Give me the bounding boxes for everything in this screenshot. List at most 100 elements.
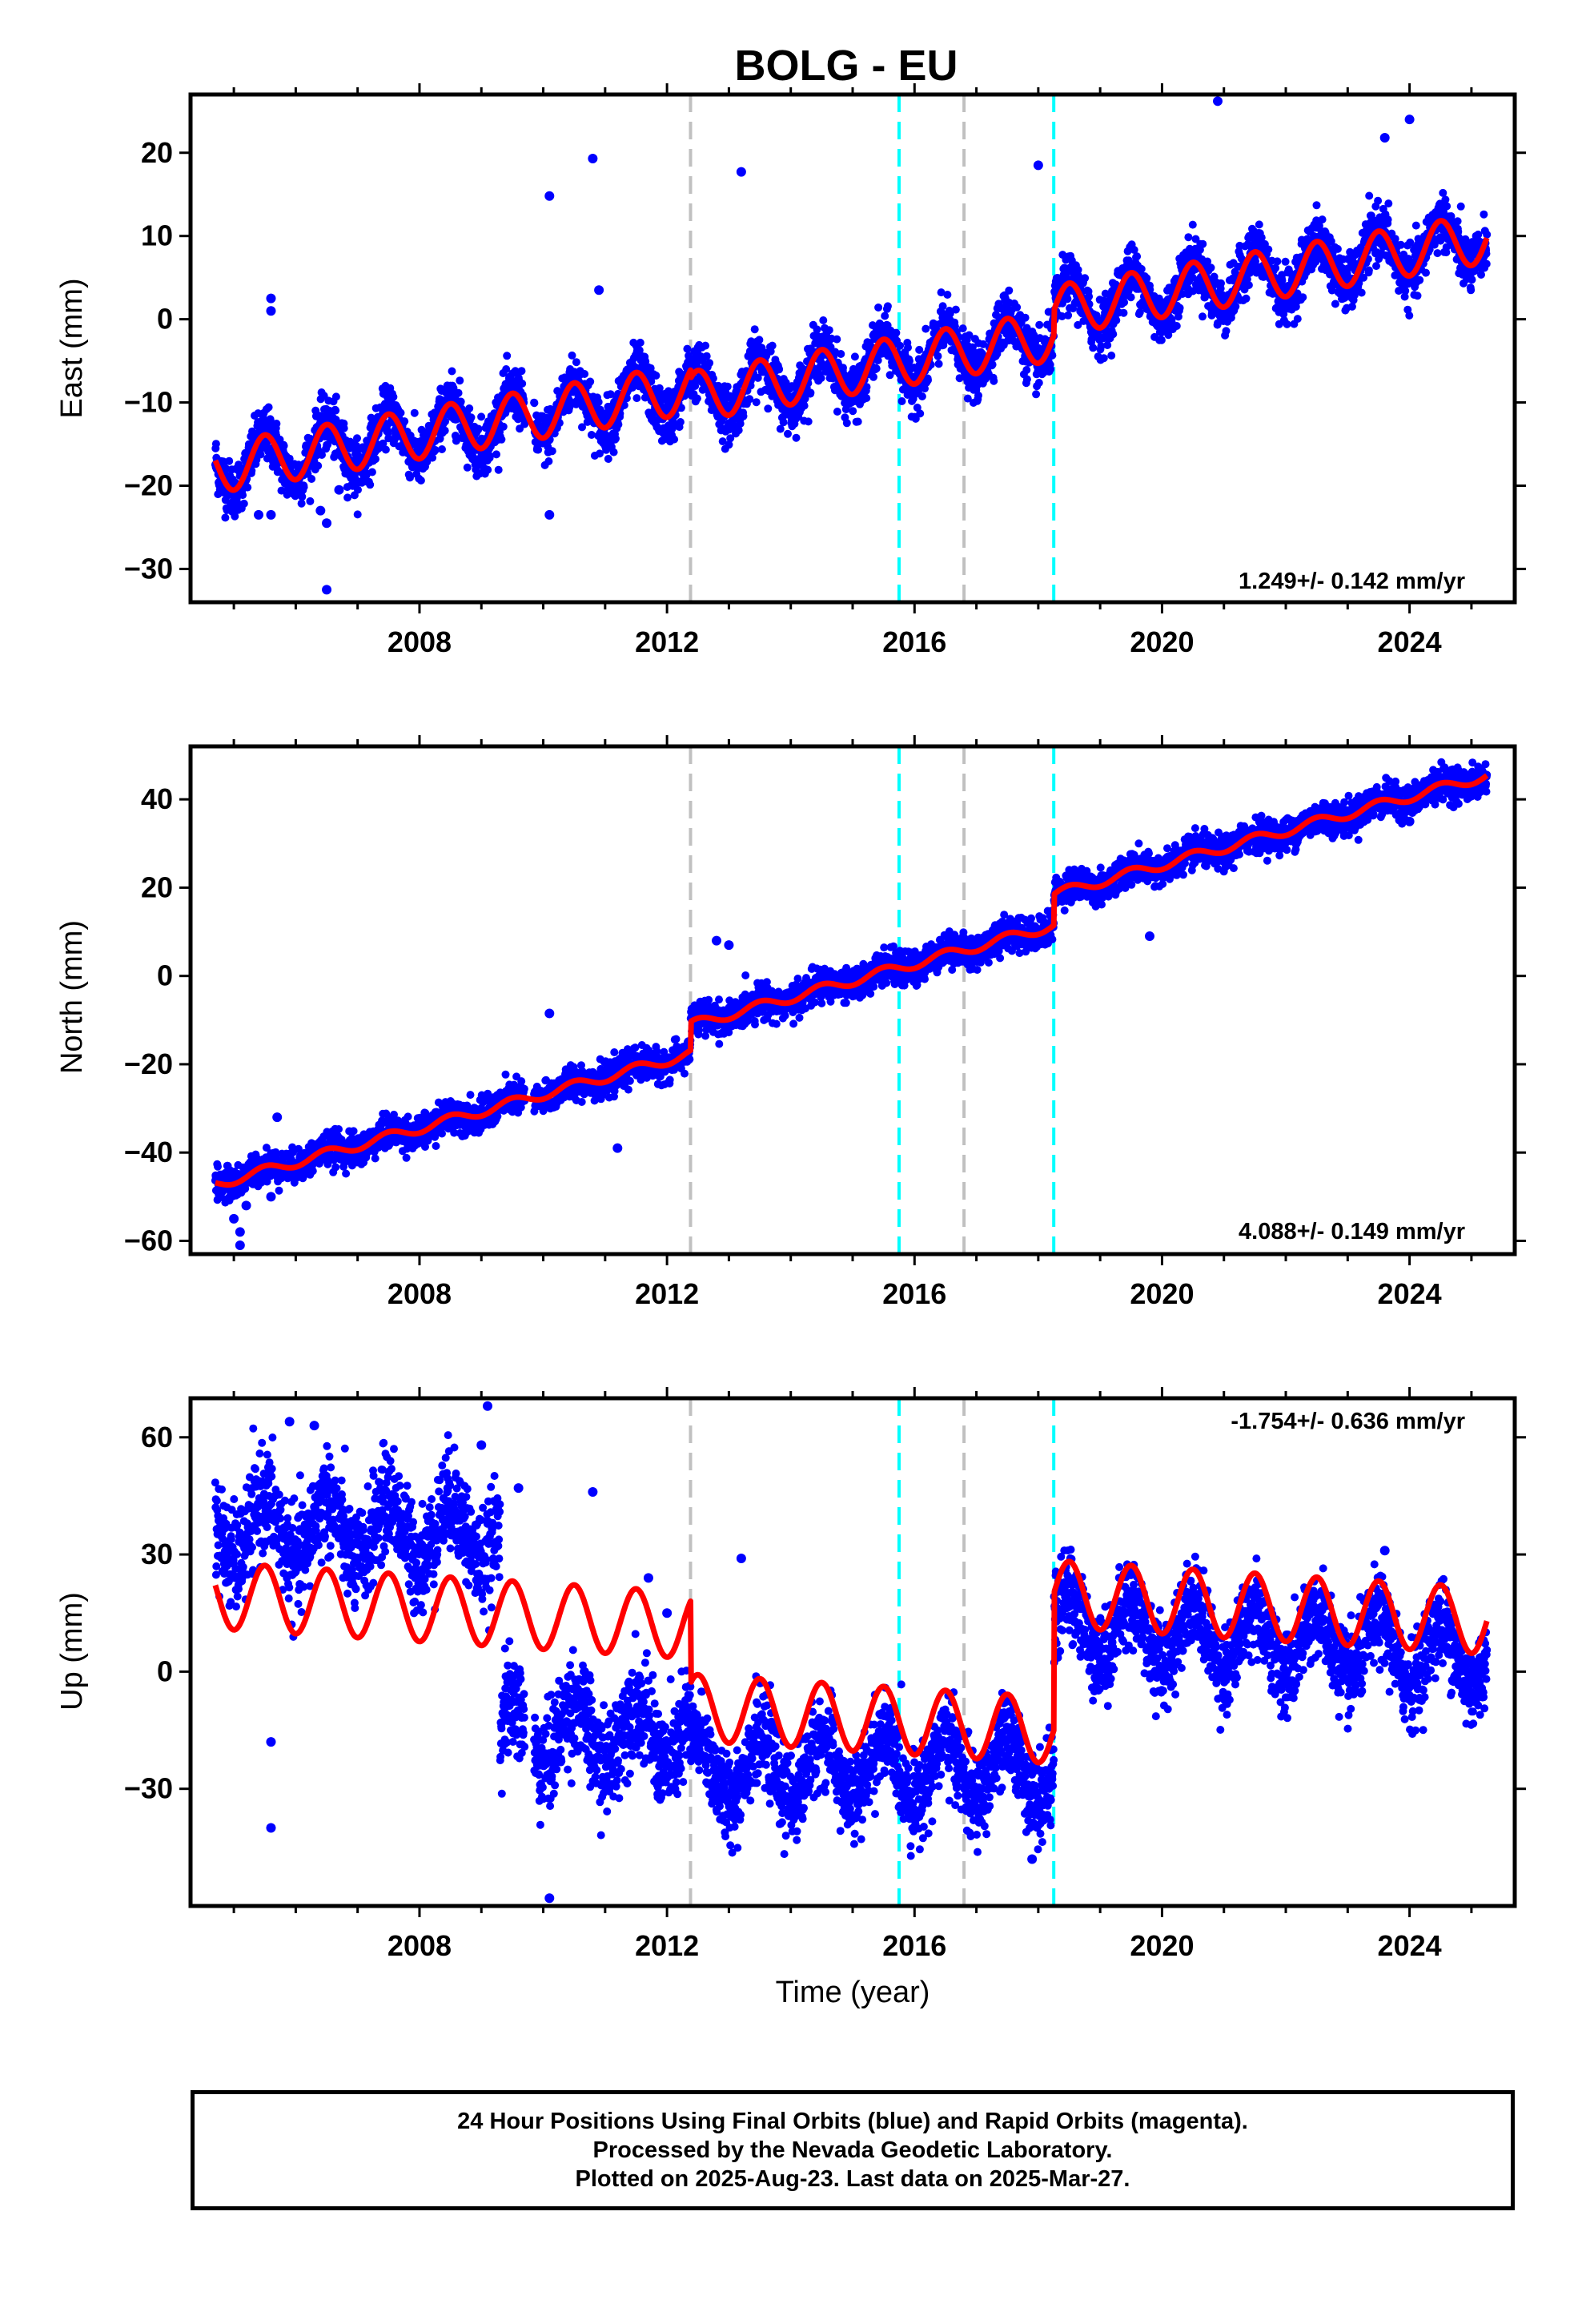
east-data-point xyxy=(572,358,580,367)
east-data-point xyxy=(750,325,759,334)
east-data-point xyxy=(431,446,440,454)
east-data-point xyxy=(544,457,553,465)
east-data-point xyxy=(1312,201,1321,210)
east-data-point xyxy=(518,380,527,388)
east-data-point xyxy=(410,408,419,417)
east-data-point xyxy=(1022,366,1031,374)
east-data-point xyxy=(1137,264,1146,273)
east-outlier-point xyxy=(266,509,276,520)
chart-title: BOLG - EU xyxy=(735,42,958,90)
east-data-point xyxy=(1085,292,1094,301)
east-data-point xyxy=(239,491,247,500)
east-data-point xyxy=(1467,286,1476,295)
east-data-point xyxy=(1112,316,1121,324)
east-data-point xyxy=(1032,390,1041,399)
east-data-point xyxy=(636,338,644,347)
east-x-tick-label: 2008 xyxy=(387,625,452,658)
east-data-point xyxy=(299,483,308,492)
east-data-point xyxy=(924,376,932,384)
east-data-point xyxy=(917,392,926,400)
east-data-point xyxy=(1199,312,1207,321)
east-data-point xyxy=(477,412,486,421)
east-data-point xyxy=(951,305,960,314)
east-x-tick-label: 2012 xyxy=(635,625,699,658)
east-data-point xyxy=(1034,379,1043,387)
east-data-point xyxy=(353,434,361,443)
east-data-point xyxy=(353,510,362,519)
east-outlier-point xyxy=(254,509,264,520)
east-data-point xyxy=(609,448,618,456)
east-data-point xyxy=(1222,327,1231,336)
east-data-point xyxy=(1157,336,1166,344)
east-data-point xyxy=(1401,287,1410,296)
east-data-point xyxy=(745,395,754,404)
east-data-point xyxy=(934,352,942,360)
east-data-point xyxy=(396,408,405,417)
east-data-point xyxy=(474,424,483,433)
east-x-tick-label: 2024 xyxy=(1378,625,1442,658)
east-y-tick-label: −10 xyxy=(124,386,173,419)
east-data-point xyxy=(343,493,352,502)
east-data-point xyxy=(383,428,392,437)
east-data-point xyxy=(905,356,913,365)
east-data-point xyxy=(676,418,685,426)
east-data-point xyxy=(1242,294,1251,303)
east-data-point xyxy=(1231,302,1240,311)
east-data-point xyxy=(1099,354,1108,363)
east-data-point xyxy=(702,352,711,360)
east-data-point xyxy=(1483,230,1492,239)
east-data-point xyxy=(307,475,316,483)
east-data-point xyxy=(1364,266,1373,275)
east-data-point xyxy=(256,450,265,459)
east-data-point xyxy=(362,471,371,480)
east-data-point xyxy=(1244,281,1253,289)
east-outlier-point xyxy=(588,154,598,164)
east-y-tick-label: 20 xyxy=(141,136,173,169)
east-data-point xyxy=(736,420,745,428)
east-data-point xyxy=(652,372,661,380)
east-data-point xyxy=(614,420,623,428)
east-data-point xyxy=(869,372,877,381)
east-data-point xyxy=(990,376,998,385)
east-data-point xyxy=(1482,259,1491,268)
east-y-axis-label: East (mm) xyxy=(55,278,89,418)
east-data-point xyxy=(916,409,925,418)
east-outlier-point xyxy=(1379,133,1390,143)
east-data-point xyxy=(381,445,390,454)
east-data-point xyxy=(1046,365,1055,373)
east-data-point xyxy=(503,352,512,360)
east-data-point xyxy=(755,336,764,344)
east-data-point xyxy=(1350,291,1359,300)
north-data-points xyxy=(211,758,1492,1250)
east-data-point xyxy=(1374,196,1383,205)
east-outlier-point xyxy=(544,509,555,520)
east-plot-frame xyxy=(188,92,1517,605)
east-data-point xyxy=(211,440,220,448)
east-data-point xyxy=(1405,312,1414,320)
east-data-point xyxy=(339,424,348,432)
east-data-point xyxy=(874,304,883,312)
east-data-point xyxy=(371,455,379,464)
east-data-point xyxy=(1199,239,1207,248)
east-data-point xyxy=(231,512,239,521)
east-outlier-point xyxy=(334,485,344,495)
east-data-point xyxy=(842,419,851,428)
east-outlier-point xyxy=(266,306,276,316)
east-data-point xyxy=(701,341,710,350)
east-data-point xyxy=(825,326,833,335)
east-data-point xyxy=(306,497,315,505)
east-x-tick-label: 2016 xyxy=(882,625,946,658)
east-data-point xyxy=(279,441,288,450)
east-data-point xyxy=(1119,308,1128,317)
east-data-point xyxy=(943,291,952,299)
east-data-point xyxy=(612,434,620,443)
east-data-point xyxy=(354,485,362,494)
east-data-point xyxy=(683,344,692,353)
east-data-point xyxy=(862,394,871,403)
east-data-point xyxy=(221,513,230,522)
east-y-tick-label: 10 xyxy=(141,219,173,252)
east-data-point xyxy=(454,388,463,397)
east-data-point xyxy=(530,399,539,408)
east-outlier-point xyxy=(266,293,276,304)
east-data-point xyxy=(318,451,326,459)
